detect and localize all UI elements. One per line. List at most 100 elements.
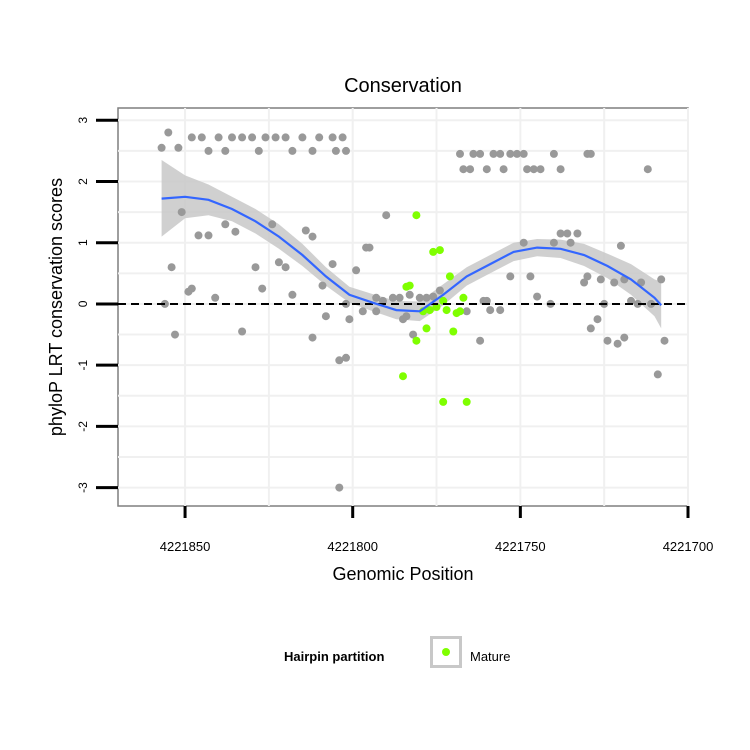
data-point-other	[610, 278, 619, 287]
smooth-confidence-band	[161, 160, 662, 329]
data-point-other	[372, 307, 381, 316]
data-point-other	[556, 165, 565, 174]
data-point-other	[254, 146, 263, 155]
data-point-other	[335, 356, 344, 365]
data-point-other	[583, 272, 592, 281]
data-point-other	[580, 278, 589, 287]
data-point-mature	[445, 272, 454, 281]
data-point-other	[643, 165, 652, 174]
data-point-mature	[402, 282, 411, 291]
data-point-other	[529, 165, 538, 174]
data-point-other	[231, 227, 240, 236]
data-point-other	[627, 296, 635, 305]
data-point-mature	[439, 296, 448, 305]
data-point-other	[318, 281, 327, 290]
data-point-other	[194, 231, 203, 240]
data-point-other	[462, 307, 471, 316]
data-point-other	[466, 165, 475, 174]
data-point-other	[563, 229, 572, 238]
data-point-other	[372, 293, 381, 302]
y-tick-label: -2	[76, 421, 90, 432]
data-point-other	[238, 133, 247, 142]
data-point-other	[479, 296, 488, 305]
data-point-other	[328, 133, 337, 142]
data-point-other	[315, 133, 324, 142]
data-point-mature	[412, 336, 421, 345]
data-point-mature	[442, 306, 451, 315]
data-point-other	[435, 286, 444, 295]
y-tick-label: 0	[76, 300, 90, 307]
data-point-other	[345, 315, 354, 324]
data-point-other	[248, 133, 257, 142]
data-point-other	[352, 266, 361, 275]
data-point-mature	[425, 306, 434, 315]
data-point-other	[506, 149, 515, 158]
data-point-other	[506, 272, 515, 281]
data-point-other	[489, 149, 498, 158]
data-point-other	[338, 133, 347, 142]
data-point-other	[573, 229, 582, 238]
data-point-other	[513, 149, 521, 158]
data-point-other	[496, 149, 505, 158]
data-point-other	[536, 165, 545, 174]
data-point-other	[519, 149, 528, 158]
x-tick-label: 4221800	[327, 539, 378, 554]
data-point-other	[268, 220, 277, 229]
legend: Hairpin partition Mature	[0, 636, 750, 680]
data-point-other	[342, 353, 350, 362]
data-point-other	[197, 133, 206, 142]
data-point-other	[409, 330, 418, 339]
legend-label-mature: Mature	[470, 649, 511, 664]
data-point-other	[616, 241, 625, 250]
data-point-mature	[429, 247, 438, 256]
data-point-other	[456, 149, 464, 158]
data-point-other	[308, 333, 317, 342]
data-point-other	[298, 133, 307, 142]
data-point-other	[328, 260, 337, 269]
data-point-other	[486, 306, 495, 315]
data-point-other	[187, 133, 196, 142]
x-tick-label: 4221750	[495, 539, 546, 554]
y-axis-label: phyloP LRT conservation scores	[46, 178, 66, 436]
data-point-mature	[462, 397, 471, 406]
legend-swatch-mature	[442, 648, 450, 656]
data-point-other	[526, 272, 535, 281]
data-point-other	[549, 238, 558, 247]
data-point-other	[388, 293, 397, 302]
data-point-other	[613, 339, 622, 348]
y-tick-label: 1	[76, 239, 90, 246]
data-point-other	[335, 483, 344, 492]
x-tick-label: 4221850	[160, 539, 211, 554]
y-tick-label: 3	[76, 117, 90, 124]
data-point-other	[657, 275, 666, 284]
data-point-mature	[435, 246, 444, 255]
data-point-other	[174, 143, 183, 152]
data-point-other	[274, 258, 283, 267]
data-point-other	[566, 238, 575, 247]
data-point-other	[459, 165, 468, 174]
data-point-mature	[439, 397, 448, 406]
data-point-other	[603, 336, 612, 345]
data-point-other	[382, 211, 391, 220]
data-point-other	[469, 149, 478, 158]
data-point-other	[288, 146, 297, 155]
data-point-other	[653, 370, 662, 379]
data-point-other	[405, 290, 414, 299]
x-axis-label: Genomic Position	[332, 564, 473, 584]
data-point-other	[620, 333, 629, 342]
data-point-other	[228, 133, 236, 142]
data-point-other	[288, 290, 297, 299]
data-point-other	[308, 146, 317, 155]
data-point-other	[378, 296, 387, 305]
data-point-other	[214, 133, 223, 142]
data-point-other	[261, 133, 270, 142]
data-point-other	[187, 284, 196, 293]
y-tick-label: -1	[76, 360, 90, 371]
data-point-other	[482, 165, 491, 174]
data-point-other	[496, 306, 505, 315]
data-point-other	[586, 149, 595, 158]
data-point-other	[342, 146, 350, 155]
data-point-other	[204, 146, 213, 155]
data-point-other	[258, 284, 267, 293]
